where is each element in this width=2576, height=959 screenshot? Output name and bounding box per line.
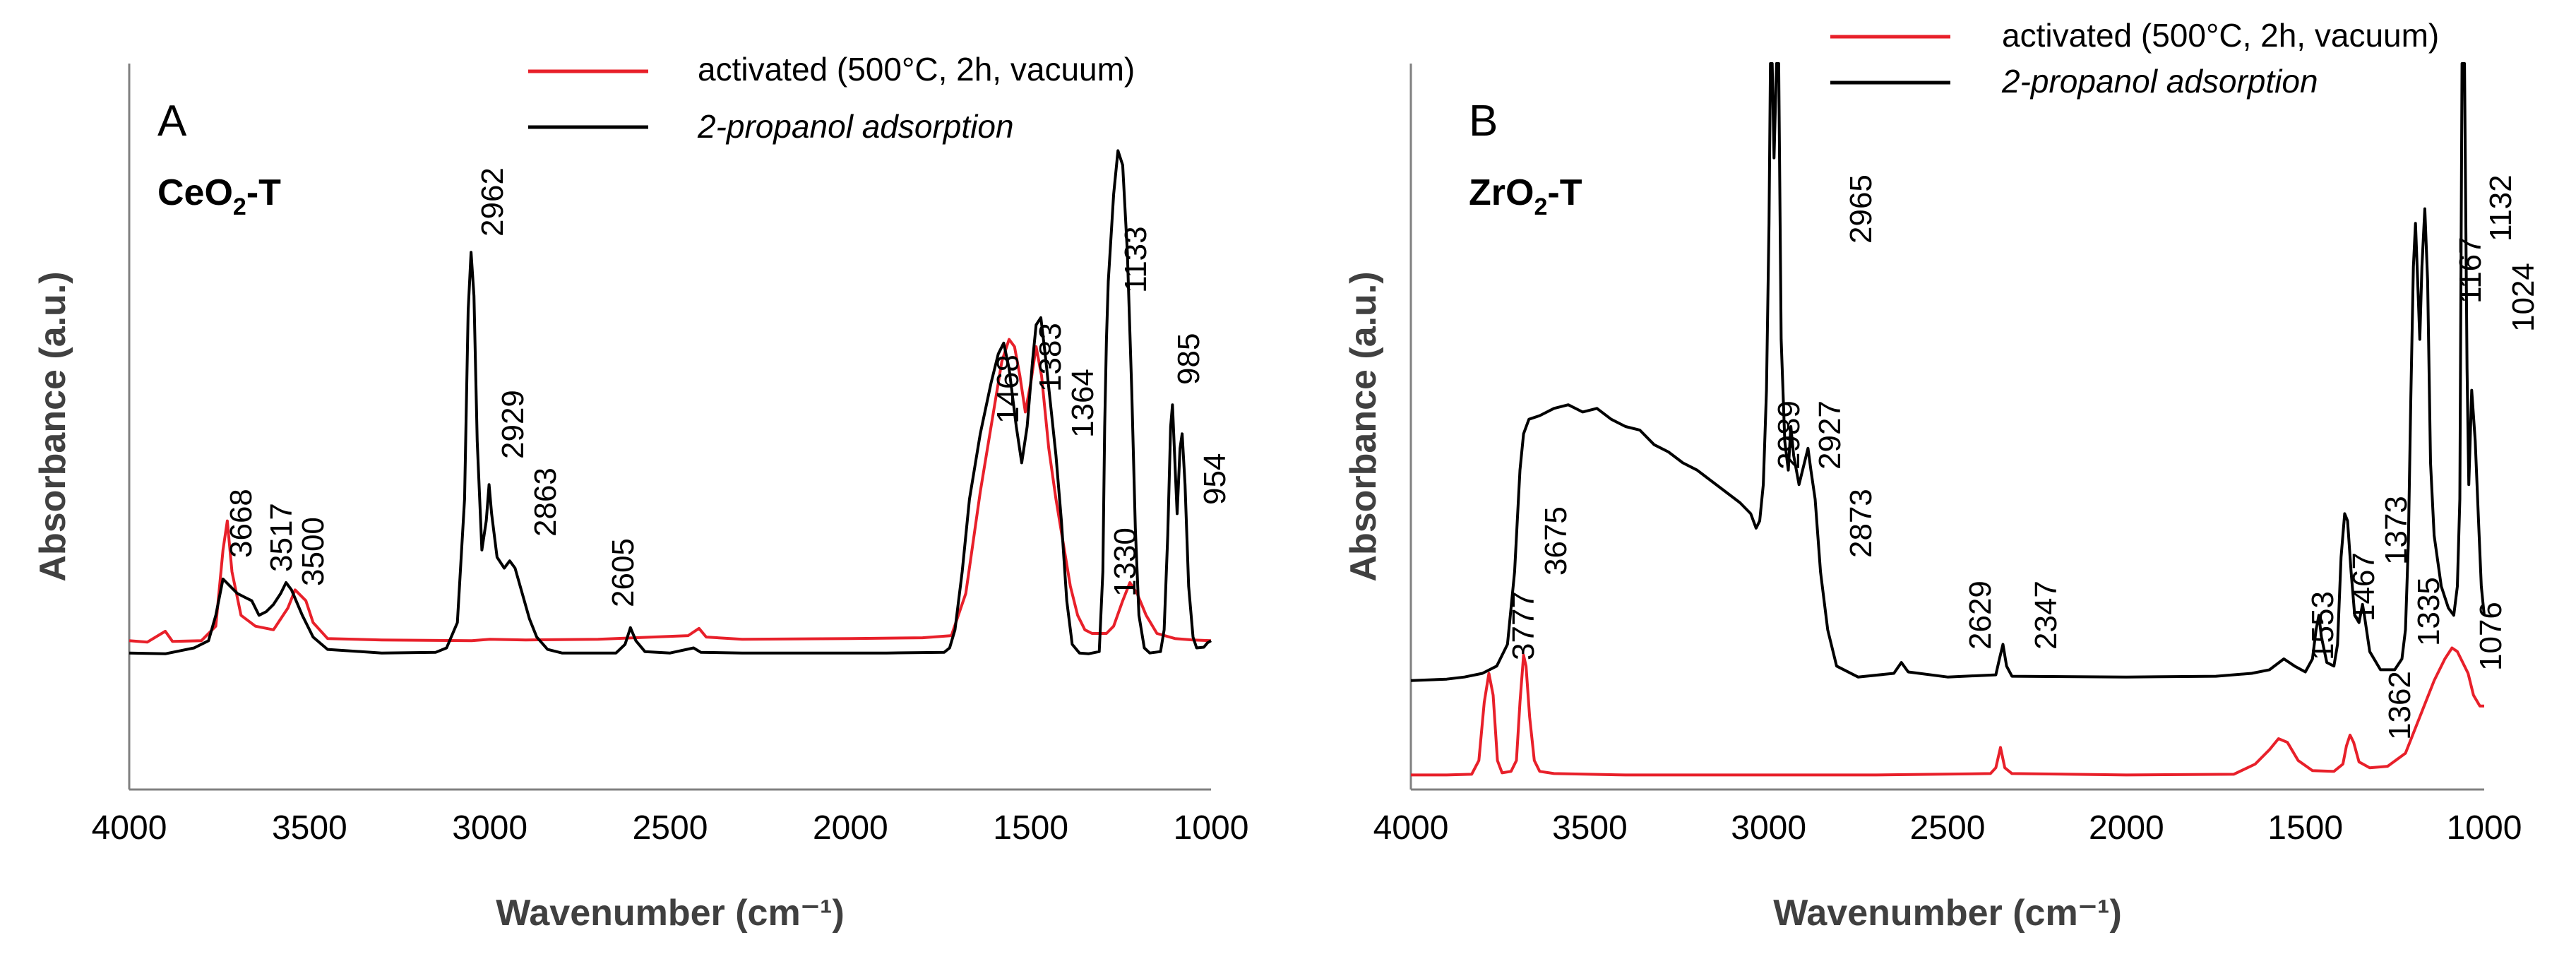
peak-label-a-3668: 3668 bbox=[224, 489, 258, 558]
panel-b-x-tick-label-1000: 1000 bbox=[2447, 809, 2522, 847]
panel-b-legend-label-activated: activated (500°C, 2h, vacuum) bbox=[2002, 17, 2439, 54]
panel-a-letter: A bbox=[157, 97, 187, 145]
panel-a-y-axis-title: Absorbance (a.u.) bbox=[32, 271, 73, 581]
peak-label-b-3675: 3675 bbox=[1539, 506, 1573, 576]
peak-label-b-1335: 1335 bbox=[2411, 577, 2446, 646]
peak-label-a-1468: 1468 bbox=[991, 355, 1025, 424]
panel-b-peak-labels: 3777 3675 2989 2927 2965 2873 2629 2347 … bbox=[1506, 174, 2541, 740]
panel-a-x-tick-label-1000: 1000 bbox=[1174, 809, 1249, 847]
panel-b: 4000 3500 3000 2500 2000 1500 1000 Wavenumber … bbox=[1343, 17, 2541, 934]
peak-label-a-1330: 1330 bbox=[1108, 528, 1143, 597]
peak-label-b-1024: 1024 bbox=[2506, 263, 2541, 332]
panel-a-sample-sub: 2 bbox=[233, 193, 246, 220]
panel-b-sample-main: ZrO bbox=[1469, 172, 1534, 213]
panel-b-x-tick-label-3000: 3000 bbox=[1731, 809, 1806, 847]
panel-b-x-tick-label-4000: 4000 bbox=[1373, 809, 1449, 847]
panel-a-sample-label: CeO2-T bbox=[157, 172, 281, 220]
peak-label-a-985: 985 bbox=[1171, 333, 1206, 385]
panel-a-x-tick-label-3500: 3500 bbox=[272, 809, 347, 847]
panel-b-tick-labels: 4000 3500 3000 2500 2000 1500 1000 bbox=[1373, 809, 2522, 847]
panel-b-y-axis-title: Absorbance (a.u.) bbox=[1343, 271, 1384, 581]
peak-label-b-2873: 2873 bbox=[1844, 489, 1878, 558]
panel-b-sample-label: ZrO2-T bbox=[1469, 172, 1582, 220]
peak-label-a-3500: 3500 bbox=[296, 517, 330, 586]
peak-label-b-2347: 2347 bbox=[2029, 580, 2063, 650]
panel-a-x-tick-label-2000: 2000 bbox=[813, 809, 888, 847]
peak-label-a-2929: 2929 bbox=[496, 390, 530, 459]
panel-b-letter: B bbox=[1469, 97, 1498, 145]
panel-b-x-tick-label-2500: 2500 bbox=[1910, 809, 1986, 847]
peak-label-a-1133: 1133 bbox=[1119, 226, 1153, 293]
panel-a-legend: activated (500°C, 2h, vacuum) 2-propanol… bbox=[528, 51, 1135, 145]
panel-a-legend-label-propanol: 2-propanol adsorption bbox=[697, 108, 1014, 145]
panel-b-series bbox=[1410, 62, 2486, 777]
panel-a-x-tick-label-3000: 3000 bbox=[452, 809, 527, 847]
panel-a-peak-labels: 3668 3517 3500 2962 2929 2863 2605 1468 … bbox=[224, 167, 1232, 607]
peak-label-a-3517: 3517 bbox=[264, 503, 299, 572]
panel-b-legend: activated (500°C, 2h, vacuum) 2-propanol… bbox=[1830, 17, 2439, 100]
peak-label-b-2927: 2927 bbox=[1813, 400, 1847, 470]
panel-b-x-tick-label-2000: 2000 bbox=[2089, 809, 2164, 847]
peak-label-b-2629: 2629 bbox=[1963, 580, 1998, 650]
panel-a-series-line-propanol bbox=[129, 149, 1212, 655]
peak-label-a-1383: 1383 bbox=[1033, 323, 1068, 392]
peak-label-b-1553: 1553 bbox=[2306, 591, 2340, 660]
panel-a-sample-main: CeO bbox=[157, 172, 233, 213]
panel-a-series bbox=[129, 149, 1212, 655]
panel-a-sample-suffix: -T bbox=[246, 172, 281, 213]
peak-label-a-1364: 1364 bbox=[1066, 369, 1100, 438]
peak-label-b-1467: 1467 bbox=[2347, 552, 2381, 621]
panel-a-series-line-activated bbox=[129, 338, 1212, 644]
panel-a: 4000 3500 3000 2500 2000 1500 1000 Wavenumber … bbox=[32, 51, 1248, 934]
peak-label-b-1167: 1167 bbox=[2453, 237, 2488, 304]
panel-a-x-axis-title: Wavenumber (cm⁻¹) bbox=[496, 893, 845, 934]
panel-b-series-line-activated bbox=[1411, 646, 2484, 777]
peak-label-a-2605: 2605 bbox=[606, 538, 640, 607]
panel-b-sample-suffix: -T bbox=[1547, 172, 1582, 213]
panel-a-legend-label-activated: activated (500°C, 2h, vacuum) bbox=[698, 51, 1135, 88]
panel-a-x-tick-label-2500: 2500 bbox=[633, 809, 708, 847]
peak-label-b-1132: 1132 bbox=[2483, 174, 2518, 242]
panel-b-sample-sub: 2 bbox=[1534, 193, 1547, 220]
panel-b-x-tick-label-3500: 3500 bbox=[1552, 809, 1628, 847]
panel-a-x-tick-label-1500: 1500 bbox=[993, 809, 1068, 847]
panel-a-tick-labels: 4000 3500 3000 2500 2000 1500 1000 bbox=[92, 809, 1249, 847]
peak-label-b-1076: 1076 bbox=[2474, 602, 2508, 671]
panel-a-x-tick-label-4000: 4000 bbox=[92, 809, 167, 847]
peak-label-b-3777: 3777 bbox=[1506, 591, 1541, 660]
peak-label-a-2863: 2863 bbox=[528, 467, 563, 537]
peak-label-a-954: 954 bbox=[1198, 453, 1232, 505]
peak-label-b-1362: 1362 bbox=[2383, 671, 2417, 740]
panel-b-series-line-propanol bbox=[1410, 62, 2486, 682]
peak-label-a-2962: 2962 bbox=[475, 167, 510, 237]
panel-b-legend-label-propanol: 2-propanol adsorption bbox=[2001, 63, 2318, 100]
peak-label-b-2965: 2965 bbox=[1844, 174, 1878, 244]
peak-label-b-2989: 2989 bbox=[1772, 400, 1806, 470]
peak-label-b-1373: 1373 bbox=[2379, 496, 2414, 565]
panel-b-x-tick-label-1500: 1500 bbox=[2267, 809, 2343, 847]
panel-b-x-axis-title: Wavenumber (cm⁻¹) bbox=[1773, 893, 2122, 934]
